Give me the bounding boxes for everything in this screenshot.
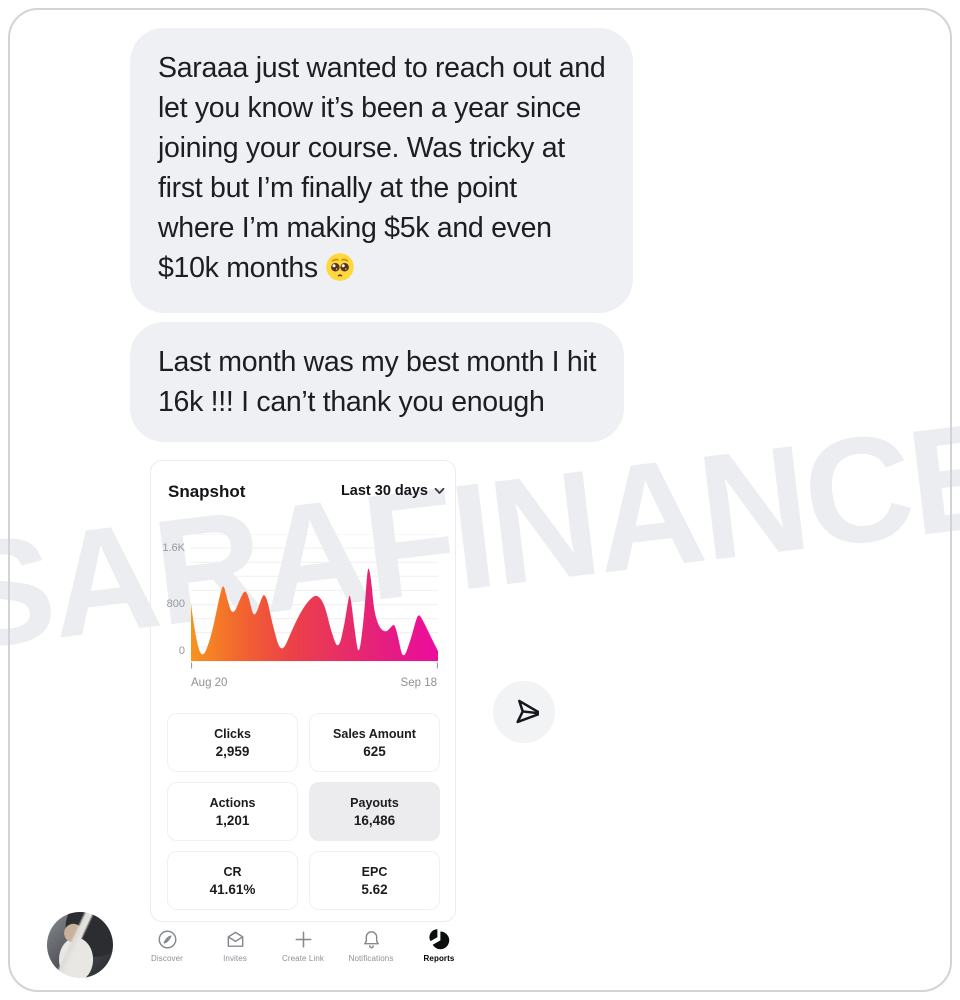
stat-value: 625 <box>363 743 386 759</box>
nav-label: Notifications <box>348 954 394 963</box>
pleading-face-emoji <box>325 252 355 293</box>
invite-envelope-icon <box>227 931 243 947</box>
compass-icon <box>158 930 176 949</box>
nav-label: Reports <box>423 954 455 963</box>
nav-label: Invites <box>223 954 247 963</box>
nav-label: Discover <box>151 954 183 963</box>
stat-tile-actions[interactable]: Actions 1,201 <box>167 782 298 841</box>
stat-label: EPC <box>361 864 388 879</box>
stat-label: Payouts <box>350 795 399 810</box>
date-range-label: Last 30 days <box>340 483 428 499</box>
chevron-down-icon <box>434 487 445 494</box>
pie-chart-icon <box>428 929 449 950</box>
stat-tile-sales-amount[interactable]: Sales Amount 625 <box>309 713 440 772</box>
message-text: Saraaa just wanted to reach out and let … <box>158 52 606 284</box>
stat-value: 2,959 <box>215 743 250 759</box>
nav-item-discover[interactable]: Discover <box>133 928 201 974</box>
x-axis-start-label: Aug 20 <box>191 677 228 689</box>
stat-value: 1,201 <box>215 812 250 828</box>
y-axis-tick-800: 800 <box>166 598 185 610</box>
stats-grid: Clicks 2,959 Sales Amount 625 Actions 1,… <box>167 713 440 910</box>
stat-label: CR <box>223 864 242 879</box>
nav-label: Create Link <box>281 954 324 963</box>
x-axis-end-label: Sep 18 <box>400 677 437 689</box>
paper-plane-icon <box>516 699 539 724</box>
stat-tile-payouts[interactable]: Payouts 16,486 <box>309 782 440 841</box>
stat-value: 16,486 <box>353 812 396 828</box>
nav-item-create-link[interactable]: Create Link <box>269 928 337 974</box>
stat-label: Sales Amount <box>333 726 416 741</box>
chat-bubble-testimonial-2: Last month was my best month I hit 16k !… <box>130 322 625 442</box>
nav-item-notifications[interactable]: Notifications <box>337 928 405 974</box>
y-axis-tick-1600: 1.6K <box>162 542 185 554</box>
stat-value: 41.61% <box>209 881 256 897</box>
date-range-dropdown[interactable]: Last 30 days <box>341 483 445 499</box>
snapshot-title: Snapshot <box>168 482 246 501</box>
nav-item-invites[interactable]: Invites <box>201 928 269 974</box>
stat-tile-clicks[interactable]: Clicks 2,959 <box>167 713 298 772</box>
stat-tile-epc[interactable]: EPC 5.62 <box>309 851 440 910</box>
bell-icon <box>363 931 379 949</box>
y-axis-tick-0: 0 <box>178 645 185 657</box>
stat-label: Actions <box>209 795 256 810</box>
plus-icon <box>295 931 311 948</box>
snapshot-dashboard-card: Snapshot Last 30 days 1.6K 800 0 Aug 20 … <box>150 460 456 922</box>
earnings-area-chart <box>191 534 438 669</box>
profile-avatar[interactable] <box>47 912 113 978</box>
chat-bubble-testimonial-1: Saraaa just wanted to reach out and let … <box>130 28 634 313</box>
send-button[interactable] <box>493 681 555 743</box>
nav-item-reports[interactable]: Reports <box>405 928 473 974</box>
stat-value: 5.62 <box>361 881 388 897</box>
message-text: Last month was my best month I hit 16k !… <box>158 346 597 418</box>
bottom-nav-bar: Discover Invites Create Link Notificatio… <box>133 928 473 974</box>
stat-tile-cr[interactable]: CR 41.61% <box>167 851 298 910</box>
stat-label: Clicks <box>214 726 251 741</box>
